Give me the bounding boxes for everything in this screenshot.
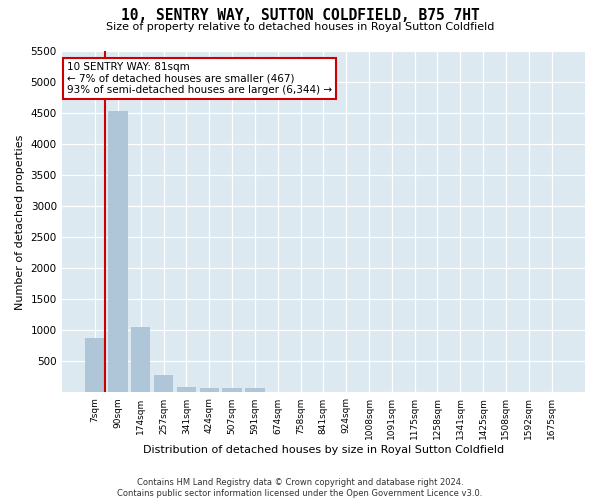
Bar <box>154 375 173 392</box>
Text: Contains HM Land Registry data © Crown copyright and database right 2024.
Contai: Contains HM Land Registry data © Crown c… <box>118 478 482 498</box>
Text: 10 SENTRY WAY: 81sqm
← 7% of detached houses are smaller (467)
93% of semi-detac: 10 SENTRY WAY: 81sqm ← 7% of detached ho… <box>67 62 332 95</box>
Text: 10, SENTRY WAY, SUTTON COLDFIELD, B75 7HT: 10, SENTRY WAY, SUTTON COLDFIELD, B75 7H… <box>121 8 479 22</box>
Bar <box>108 111 128 392</box>
Bar <box>85 338 105 392</box>
Y-axis label: Number of detached properties: Number of detached properties <box>15 134 25 310</box>
Bar <box>245 388 265 392</box>
Bar <box>177 386 196 392</box>
Text: Size of property relative to detached houses in Royal Sutton Coldfield: Size of property relative to detached ho… <box>106 22 494 32</box>
Bar <box>223 388 242 392</box>
Bar <box>200 388 219 392</box>
X-axis label: Distribution of detached houses by size in Royal Sutton Coldfield: Distribution of detached houses by size … <box>143 445 504 455</box>
Bar <box>131 326 151 392</box>
